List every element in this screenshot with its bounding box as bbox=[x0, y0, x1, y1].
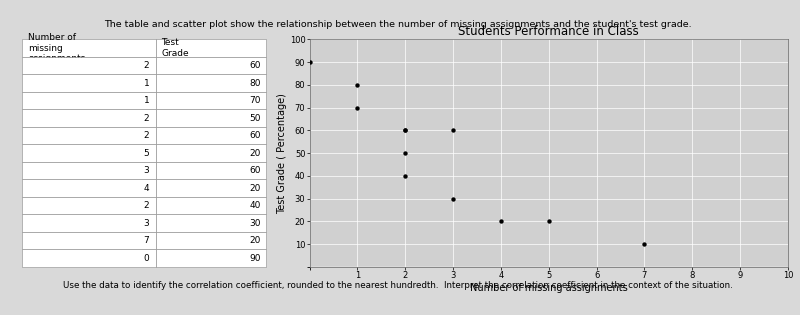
Point bbox=[446, 196, 459, 201]
Point bbox=[399, 128, 412, 133]
Title: Students Performance in Class: Students Performance in Class bbox=[458, 25, 639, 38]
Text: The table and scatter plot show the relationship between the number of missing a: The table and scatter plot show the rela… bbox=[104, 20, 692, 29]
X-axis label: Number of missing assignments: Number of missing assignments bbox=[470, 283, 628, 293]
Y-axis label: Test Grade ( Percentage): Test Grade ( Percentage) bbox=[277, 93, 287, 214]
Point bbox=[446, 128, 459, 133]
Text: Use the data to identify the correlation coefficient, rounded to the nearest hun: Use the data to identify the correlation… bbox=[63, 281, 733, 290]
Point bbox=[399, 151, 412, 156]
Point bbox=[399, 128, 412, 133]
Point bbox=[494, 219, 507, 224]
Point bbox=[351, 105, 364, 110]
Point bbox=[399, 173, 412, 178]
Point bbox=[638, 242, 651, 247]
Point bbox=[303, 60, 316, 65]
Point bbox=[351, 82, 364, 87]
Point bbox=[542, 219, 555, 224]
